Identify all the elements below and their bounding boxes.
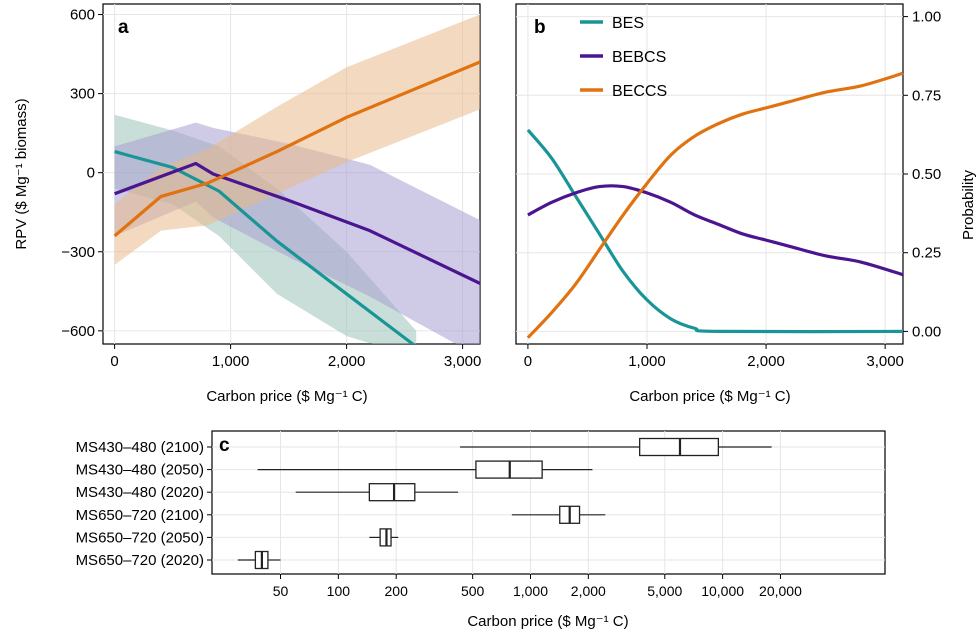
b-xtick-label-2: 2,000 bbox=[747, 353, 785, 370]
panel-a-xlabel: Carbon price ($ Mg⁻¹ C) bbox=[206, 388, 367, 405]
c-ytick-label-1: MS430–480 (2050) bbox=[76, 462, 204, 479]
a-xtick-label-2: 2,000 bbox=[328, 353, 366, 370]
b-legend-label-beccs: BECCS bbox=[612, 83, 667, 100]
panel-b-ticks: 0 1,000 2,000 3,000 0.00 0.25 0.50 0.75 1.00 bbox=[524, 9, 941, 370]
panel-a: 0 1,000 2,000 3,000 −600 −300 0 300 600 a Carbon… bbox=[13, 3, 481, 405]
panel-b-xlabel: Carbon price ($ Mg⁻¹ C) bbox=[629, 388, 790, 405]
b-ytick-label-2: 0.50 bbox=[912, 166, 941, 183]
c-xtick-label-3: 500 bbox=[461, 583, 485, 599]
b-ytick-label-3: 0.75 bbox=[912, 87, 941, 104]
c-xtick-label-5: 2,000 bbox=[571, 583, 606, 599]
b-ytick-label-4: 1.00 bbox=[912, 9, 941, 26]
panel-c: 50 100 200 500 1,000 2,000 5,000 10,000 20,000 MS… bbox=[76, 430, 886, 630]
a-xtick-label-0: 0 bbox=[110, 353, 118, 370]
b-line-bes bbox=[526, 128, 904, 334]
a-ytick-label-1: −300 bbox=[61, 244, 95, 261]
c-ytick-label-3: MS650–720 (2100) bbox=[76, 507, 204, 524]
b-line-bebcs bbox=[527, 184, 904, 277]
c-box-ms650-720-2020 bbox=[237, 550, 281, 570]
c-ytick-label-0: MS430–480 (2100) bbox=[76, 439, 204, 456]
b-legend-label-bebcs: BEBCS bbox=[612, 49, 666, 66]
b-xtick-label-3: 3,000 bbox=[866, 353, 904, 370]
panel-b-ylabel: Probability bbox=[960, 169, 977, 240]
c-ytick-label-4: MS650–720 (2050) bbox=[76, 529, 204, 546]
c-ytick-label-5: MS650–720 (2020) bbox=[76, 552, 204, 569]
panel-c-ticks: 50 100 200 500 1,000 2,000 5,000 10,000 20,000 MS… bbox=[76, 439, 803, 599]
b-xtick-label-1: 1,000 bbox=[628, 353, 666, 370]
panel-a-lines bbox=[113, 60, 480, 344]
b-ytick-label-1: 0.25 bbox=[912, 245, 941, 262]
b-xtick-label-0: 0 bbox=[524, 353, 532, 370]
b-line-beccs bbox=[526, 71, 904, 339]
panel-b-grid bbox=[516, 4, 903, 344]
c-ytick-label-2: MS430–480 (2020) bbox=[76, 484, 204, 501]
panel-c-xlabel: Carbon price ($ Mg⁻¹ C) bbox=[467, 613, 628, 630]
a-ytick-label-0: −600 bbox=[61, 323, 95, 340]
a-xtick-label-1: 1,000 bbox=[212, 353, 250, 370]
b-ytick-label-0: 0.00 bbox=[912, 323, 941, 340]
a-line-beccs bbox=[113, 60, 480, 238]
panel-b-letter: b bbox=[534, 17, 546, 38]
panel-c-frame bbox=[211, 430, 886, 575]
c-box-ms650-720-2100 bbox=[511, 505, 606, 524]
c-xtick-label-7: 10,000 bbox=[701, 583, 744, 599]
panel-b: 0 1,000 2,000 3,000 0.00 0.25 0.50 0.75 1.00 BES… bbox=[515, 3, 977, 405]
a-xtick-label-3: 3,000 bbox=[444, 353, 482, 370]
a-line-bebcs bbox=[114, 161, 480, 285]
c-box-ms430-480-2100 bbox=[460, 437, 772, 457]
c-xtick-label-6: 5,000 bbox=[647, 583, 682, 599]
panel-c-boxes bbox=[237, 437, 772, 570]
c-xtick-label-1: 100 bbox=[327, 583, 351, 599]
panel-c-letter: c bbox=[219, 435, 230, 456]
b-legend-label-bes: BES bbox=[612, 15, 644, 32]
a-ytick-label-3: 300 bbox=[70, 86, 95, 103]
panel-b-legend: BES BEBCS BECCS bbox=[580, 15, 667, 100]
a-ytick-label-4: 600 bbox=[70, 7, 95, 24]
panel-b-lines bbox=[526, 71, 904, 339]
c-iqr-ms430-480-2020 bbox=[368, 483, 416, 502]
a-line-bes bbox=[114, 150, 416, 344]
c-xtick-label-2: 200 bbox=[385, 583, 409, 599]
a-band-beccs bbox=[114, 14, 480, 265]
c-xtick-label-0: 50 bbox=[273, 583, 289, 599]
panel-a-ticks: 0 1,000 2,000 3,000 −600 −300 0 300 600 bbox=[61, 7, 481, 370]
c-xtick-label-4: 1,000 bbox=[513, 583, 548, 599]
c-box-ms430-480-2020 bbox=[295, 483, 459, 502]
panel-a-ylabel: RPV ($ Mg⁻¹ biomass) bbox=[13, 98, 30, 249]
c-box-ms430-480-2050 bbox=[257, 460, 593, 479]
c-xtick-label-8: 20,000 bbox=[759, 583, 802, 599]
c-box-ms650-720-2050 bbox=[369, 528, 399, 547]
panel-a-letter: a bbox=[118, 17, 129, 38]
a-ytick-label-2: 0 bbox=[87, 165, 95, 182]
